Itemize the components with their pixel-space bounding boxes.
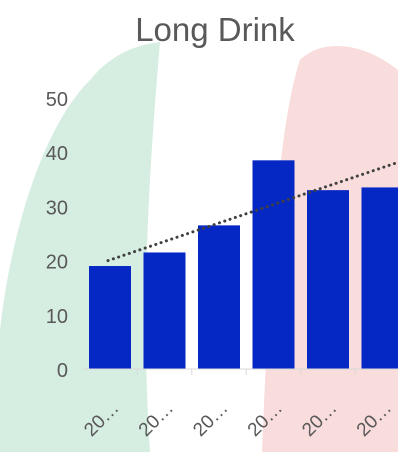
bar [89,266,131,369]
bar [198,225,240,369]
bar [143,252,186,369]
y-axis: 0 10 20 30 40 50 [46,89,68,382]
chart-title: Long Drink [135,11,295,48]
y-tick-label: 20 [46,252,68,274]
bar [307,190,349,369]
y-tick-label: 0 [57,360,68,382]
bar-series [89,160,398,369]
bar [361,187,398,369]
y-tick-label: 10 [46,306,68,328]
y-tick-label: 30 [46,197,68,219]
bar [252,160,295,369]
background-blob-left [0,42,160,452]
trendline [106,160,398,263]
x-tick-label: 20… [189,398,232,441]
y-tick-label: 50 [46,89,68,111]
y-tick-label: 40 [46,143,68,165]
